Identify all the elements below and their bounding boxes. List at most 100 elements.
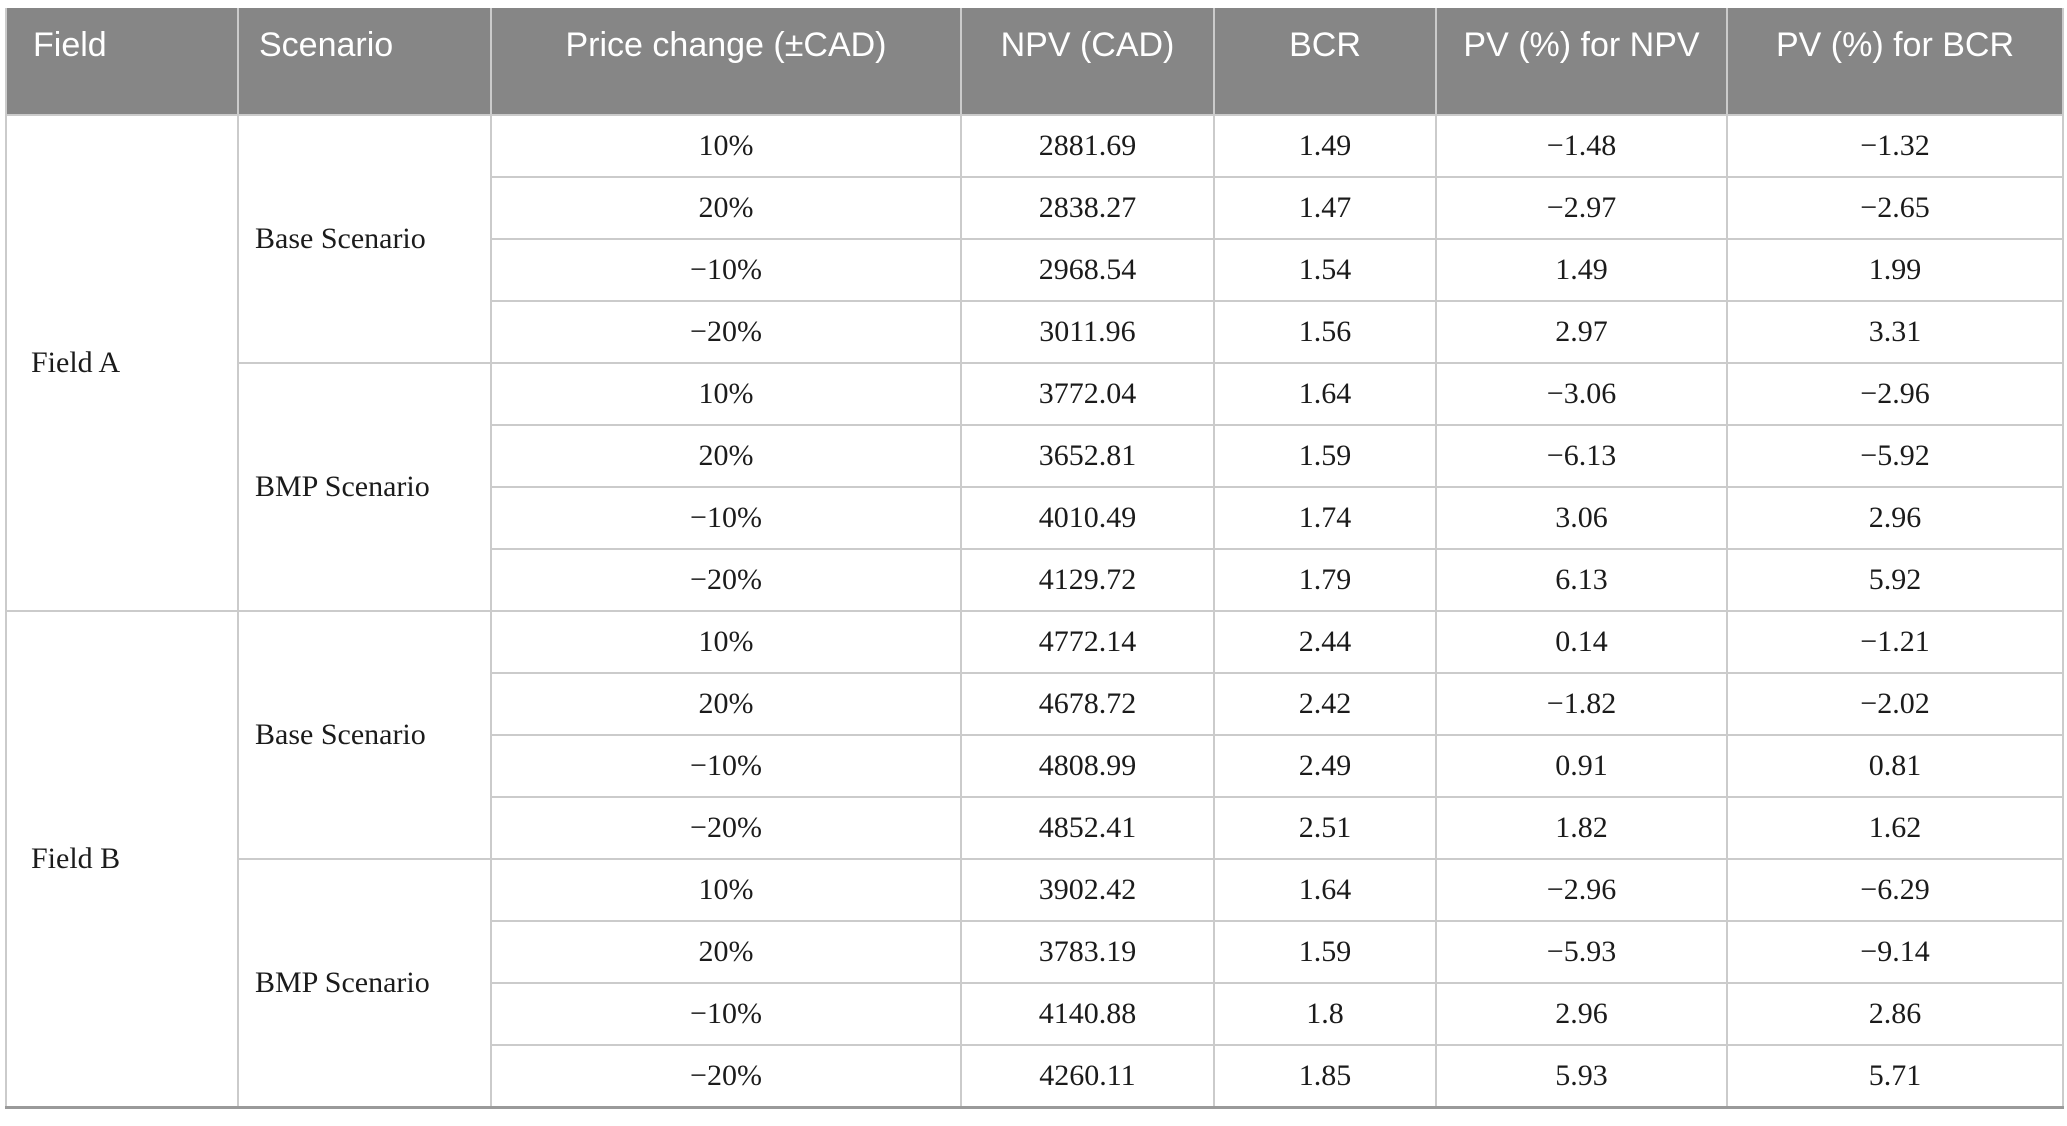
price-change-cell: 10% [490,362,962,427]
table-row: BMP Scenario 10% 3902.42 1.64 −2.96 −6.2… [6,858,2064,1109]
bcr-cell: 2.51 [1213,796,1437,861]
pv-bcr-cell: 2.86 [1726,982,2064,1047]
pv-npv-cell: 0.14 [1435,610,1728,675]
bcr-cell: 1.64 [1213,858,1437,923]
pv-npv-cell: 1.49 [1435,238,1728,303]
npv-cell: 2838.27 [960,176,1215,241]
table-row: −20% 3011.96 1.56 2.97 3.31 [6,300,2064,365]
scenario-label-cell: Base Scenario [237,610,492,861]
scenario-label-cell: BMP Scenario [237,362,492,613]
pv-npv-cell: −3.06 [1435,362,1728,427]
table-row: Field A Base Scenario 10% 2881.69 1.49 −… [5,113,2064,613]
pv-bcr-cell: −1.32 [1726,113,2064,179]
price-change-cell: 20% [490,424,962,489]
field-a-label-cell: Field A [5,113,239,613]
bcr-cell: 2.42 [1213,672,1437,737]
header-row: Field Scenario Price change (±CAD) NPV (… [5,8,2064,116]
table-row: BMP Scenario 10% 3772.04 1.64 −3.06 −2.9… [6,362,2064,613]
bcr-cell: 1.47 [1213,176,1437,241]
pv-npv-cell: −5.93 [1435,920,1728,985]
pv-npv-cell: 3.06 [1435,486,1728,551]
npv-cell: 4678.72 [960,672,1215,737]
npv-cell: 3783.19 [960,920,1215,985]
scenario-label-cell: BMP Scenario [237,858,492,1109]
table-row: 20% 2838.27 1.47 −2.97 −2.65 [6,176,2064,241]
bcr-cell: 1.59 [1213,424,1437,489]
pv-bcr-cell: 5.92 [1726,548,2064,613]
npv-cell: 4140.88 [960,982,1215,1047]
bcr-cell: 1.56 [1213,300,1437,365]
price-change-cell: 10% [490,858,962,923]
table-row: −10% 4808.99 2.49 0.91 0.81 [6,734,2064,799]
price-change-cell: 10% [490,113,962,179]
bcr-cell: 2.44 [1213,610,1437,675]
npv-cell: 4852.41 [960,796,1215,861]
pv-npv-cell: −2.97 [1435,176,1728,241]
table-header: Field Scenario Price change (±CAD) NPV (… [5,8,2064,116]
npv-cell: 3772.04 [960,362,1215,427]
pv-bcr-cell: 2.96 [1726,486,2064,551]
bcr-cell: 2.49 [1213,734,1437,799]
bcr-cell: 1.54 [1213,238,1437,303]
price-change-cell: −10% [490,238,962,303]
table-row: 20% 3652.81 1.59 −6.13 −5.92 [6,424,2064,489]
npv-cell: 4260.11 [960,1044,1215,1109]
bcr-cell: 1.59 [1213,920,1437,985]
table-row: −10% 4010.49 1.74 3.06 2.96 [6,486,2064,551]
price-change-cell: −10% [490,486,962,551]
pv-npv-cell: −1.48 [1435,113,1728,179]
pv-bcr-cell: 0.81 [1726,734,2064,799]
npv-cell: 4010.49 [960,486,1215,551]
pv-npv-cell: −6.13 [1435,424,1728,489]
col-header-pv-bcr: PV (%) for BCR [1726,8,2064,116]
pv-bcr-cell: −9.14 [1726,920,2064,985]
npv-cell: 3902.42 [960,858,1215,923]
pv-npv-cell: 5.93 [1435,1044,1728,1109]
pv-npv-cell: −1.82 [1435,672,1728,737]
sensitivity-analysis-table: Field Scenario Price change (±CAD) NPV (… [5,8,2064,1109]
pv-bcr-cell: 5.71 [1726,1044,2064,1109]
price-change-cell: −20% [490,1044,962,1109]
pv-bcr-cell: 3.31 [1726,300,2064,365]
npv-cell: 3011.96 [960,300,1215,365]
price-change-cell: 20% [490,672,962,737]
pv-bcr-cell: −2.96 [1726,362,2064,427]
bcr-cell: 1.85 [1213,1044,1437,1109]
pv-bcr-cell: −1.21 [1726,610,2064,675]
price-change-cell: 20% [490,920,962,985]
pv-npv-cell: 1.82 [1435,796,1728,861]
bcr-cell: 1.49 [1213,113,1437,179]
table-row: −20% 4852.41 2.51 1.82 1.62 [6,796,2064,861]
table-row: Field B Base Scenario 10% 4772.14 2.44 0… [5,610,2064,1109]
table-row: 20% 4678.72 2.42 −1.82 −2.02 [6,672,2064,737]
npv-cell: 4129.72 [960,548,1215,613]
col-header-scenario: Scenario [237,8,492,116]
pv-npv-cell: 0.91 [1435,734,1728,799]
col-header-price-change: Price change (±CAD) [490,8,962,116]
price-change-cell: 10% [490,610,962,675]
price-change-cell: −20% [490,300,962,365]
pv-bcr-cell: −6.29 [1726,858,2064,923]
npv-cell: 2881.69 [960,113,1215,179]
price-change-cell: −20% [490,796,962,861]
price-change-cell: 20% [490,176,962,241]
bcr-cell: 1.8 [1213,982,1437,1047]
npv-cell: 3652.81 [960,424,1215,489]
npv-cell: 2968.54 [960,238,1215,303]
pv-bcr-cell: −2.65 [1726,176,2064,241]
price-change-cell: −20% [490,548,962,613]
table-row: −20% 4260.11 1.85 5.93 5.71 [6,1044,2064,1109]
pv-bcr-cell: −5.92 [1726,424,2064,489]
pv-bcr-cell: 1.62 [1726,796,2064,861]
price-change-cell: −10% [490,734,962,799]
col-header-pv-npv: PV (%) for NPV [1435,8,1728,116]
table-row: −10% 2968.54 1.54 1.49 1.99 [6,238,2064,303]
pv-bcr-cell: −2.02 [1726,672,2064,737]
scenario-label-cell: Base Scenario [237,113,492,365]
pv-npv-cell: 6.13 [1435,548,1728,613]
table-row: 20% 3783.19 1.59 −5.93 −9.14 [6,920,2064,985]
bcr-cell: 1.79 [1213,548,1437,613]
table-row: −20% 4129.72 1.79 6.13 5.92 [6,548,2064,613]
table-body: Field A Base Scenario 10% 2881.69 1.49 −… [5,113,2064,1109]
